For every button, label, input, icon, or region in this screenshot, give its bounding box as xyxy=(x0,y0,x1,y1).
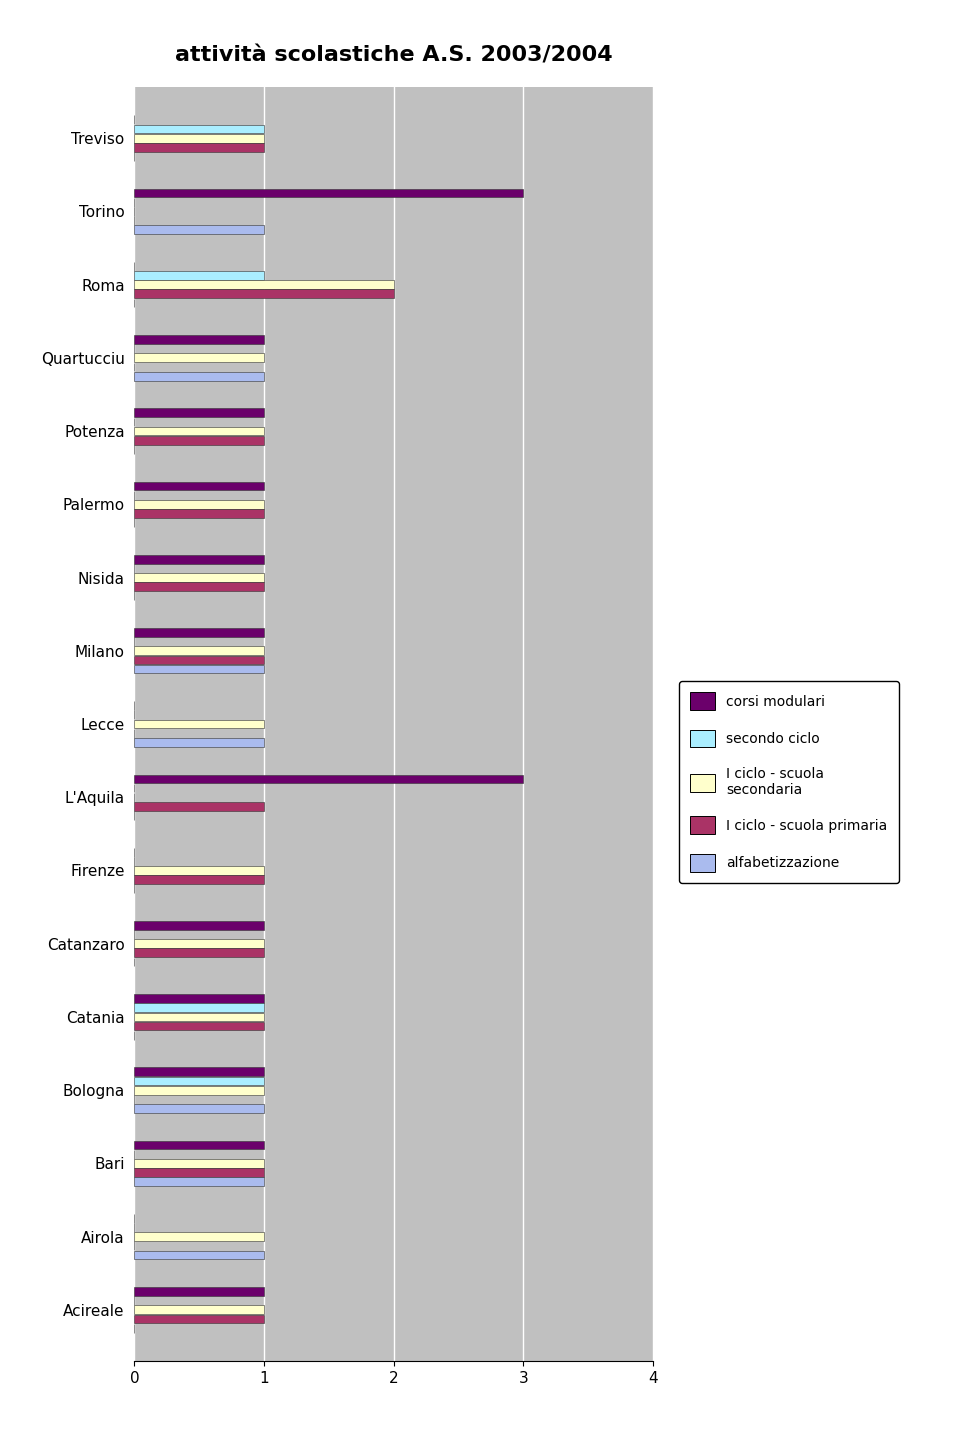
Bar xyxy=(134,353,264,362)
Bar xyxy=(134,334,264,345)
Bar xyxy=(134,1012,264,1021)
Bar xyxy=(134,628,264,637)
Bar xyxy=(134,1086,264,1095)
Bar xyxy=(134,408,264,417)
Bar xyxy=(134,656,264,665)
Bar xyxy=(134,866,264,875)
Bar xyxy=(134,582,264,591)
Bar xyxy=(134,436,264,445)
Bar xyxy=(134,188,523,197)
Bar xyxy=(134,1022,264,1031)
Bar xyxy=(134,1067,264,1076)
Bar xyxy=(134,1077,264,1086)
Bar xyxy=(134,995,264,1003)
Bar xyxy=(134,226,264,235)
Bar xyxy=(134,1177,264,1186)
Bar xyxy=(134,665,264,673)
Bar xyxy=(134,510,264,518)
Bar xyxy=(134,1141,264,1150)
Bar xyxy=(134,271,264,279)
Bar xyxy=(134,948,264,957)
Title: attività scolastiche A.S. 2003/2004: attività scolastiche A.S. 2003/2004 xyxy=(175,46,612,65)
Bar xyxy=(134,802,264,811)
Bar xyxy=(134,573,264,582)
Bar xyxy=(134,290,394,298)
Bar xyxy=(134,427,264,436)
Bar xyxy=(134,143,264,152)
Bar xyxy=(134,281,394,290)
Bar xyxy=(134,1232,264,1241)
Bar xyxy=(134,1315,264,1323)
Bar xyxy=(134,875,264,885)
Bar xyxy=(134,500,264,508)
Bar xyxy=(134,125,264,133)
Bar xyxy=(134,1003,264,1012)
Bar xyxy=(134,940,264,948)
Bar xyxy=(134,646,264,654)
Bar xyxy=(134,1287,264,1296)
Bar xyxy=(134,1306,264,1315)
Bar xyxy=(134,482,264,491)
Legend: corsi modulari, secondo ciclo, I ciclo - scuola
secondaria, I ciclo - scuola pri: corsi modulari, secondo ciclo, I ciclo -… xyxy=(679,681,899,883)
Bar xyxy=(134,133,264,142)
Bar xyxy=(134,720,264,728)
Bar xyxy=(134,1169,264,1177)
Bar xyxy=(134,372,264,381)
Bar xyxy=(134,738,264,747)
Bar xyxy=(134,555,264,563)
Bar xyxy=(134,921,264,930)
Bar xyxy=(134,1251,264,1260)
Bar xyxy=(134,775,523,783)
Bar xyxy=(134,1103,264,1114)
Bar xyxy=(134,1158,264,1167)
